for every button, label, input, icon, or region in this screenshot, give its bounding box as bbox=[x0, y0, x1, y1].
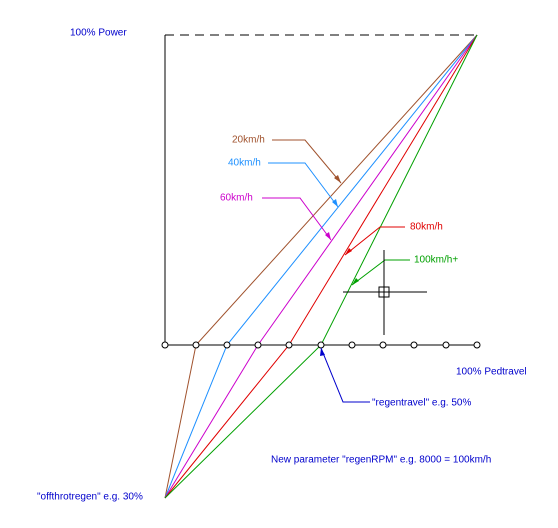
pedal-ticks bbox=[161, 341, 481, 349]
leader-regentravel bbox=[320, 347, 370, 403]
tick bbox=[473, 341, 481, 349]
tick bbox=[348, 341, 356, 349]
tick bbox=[442, 341, 450, 349]
curve-20 bbox=[164, 34, 478, 499]
pedtravel-label: 100% Pedtravel bbox=[456, 367, 527, 378]
tick bbox=[254, 341, 262, 349]
curve-40 bbox=[164, 34, 478, 499]
leader-80 bbox=[344, 226, 405, 256]
leader-20 bbox=[272, 139, 342, 184]
arrow bbox=[325, 232, 331, 240]
tick bbox=[285, 341, 293, 349]
speed-label: 100km/h+ bbox=[414, 255, 458, 266]
regentravel-label: "regentravel" e.g. 50% bbox=[372, 398, 471, 409]
tick bbox=[379, 341, 387, 349]
tick bbox=[223, 341, 231, 349]
regenrpm-label: New parameter "regenRPM" e.g. 8000 = 100… bbox=[271, 455, 491, 466]
arrow bbox=[332, 199, 338, 207]
leader-100 bbox=[351, 259, 410, 286]
speed-label: 20km/h bbox=[232, 135, 265, 146]
tick bbox=[161, 341, 169, 349]
curve-60 bbox=[164, 34, 478, 499]
crosshair-box bbox=[378, 286, 390, 298]
curve-100 bbox=[164, 34, 478, 499]
arrow bbox=[352, 278, 359, 285]
power-label: 100% Power bbox=[70, 28, 127, 39]
curve-80 bbox=[164, 34, 478, 499]
arrow bbox=[345, 248, 352, 255]
tick bbox=[317, 341, 325, 349]
speed-label: 40km/h bbox=[228, 158, 261, 169]
leader-40 bbox=[268, 162, 339, 208]
speed-label: 60km/h bbox=[220, 193, 253, 204]
speed-label: 80km/h bbox=[410, 222, 443, 233]
offthrotregen-label: "offthrotregen" e.g. 30% bbox=[37, 492, 143, 503]
leader-60 bbox=[262, 197, 332, 241]
tick bbox=[192, 341, 200, 349]
arrow bbox=[320, 348, 325, 356]
arrowheads bbox=[320, 175, 359, 356]
arrow bbox=[334, 175, 341, 183]
tick bbox=[410, 341, 418, 349]
